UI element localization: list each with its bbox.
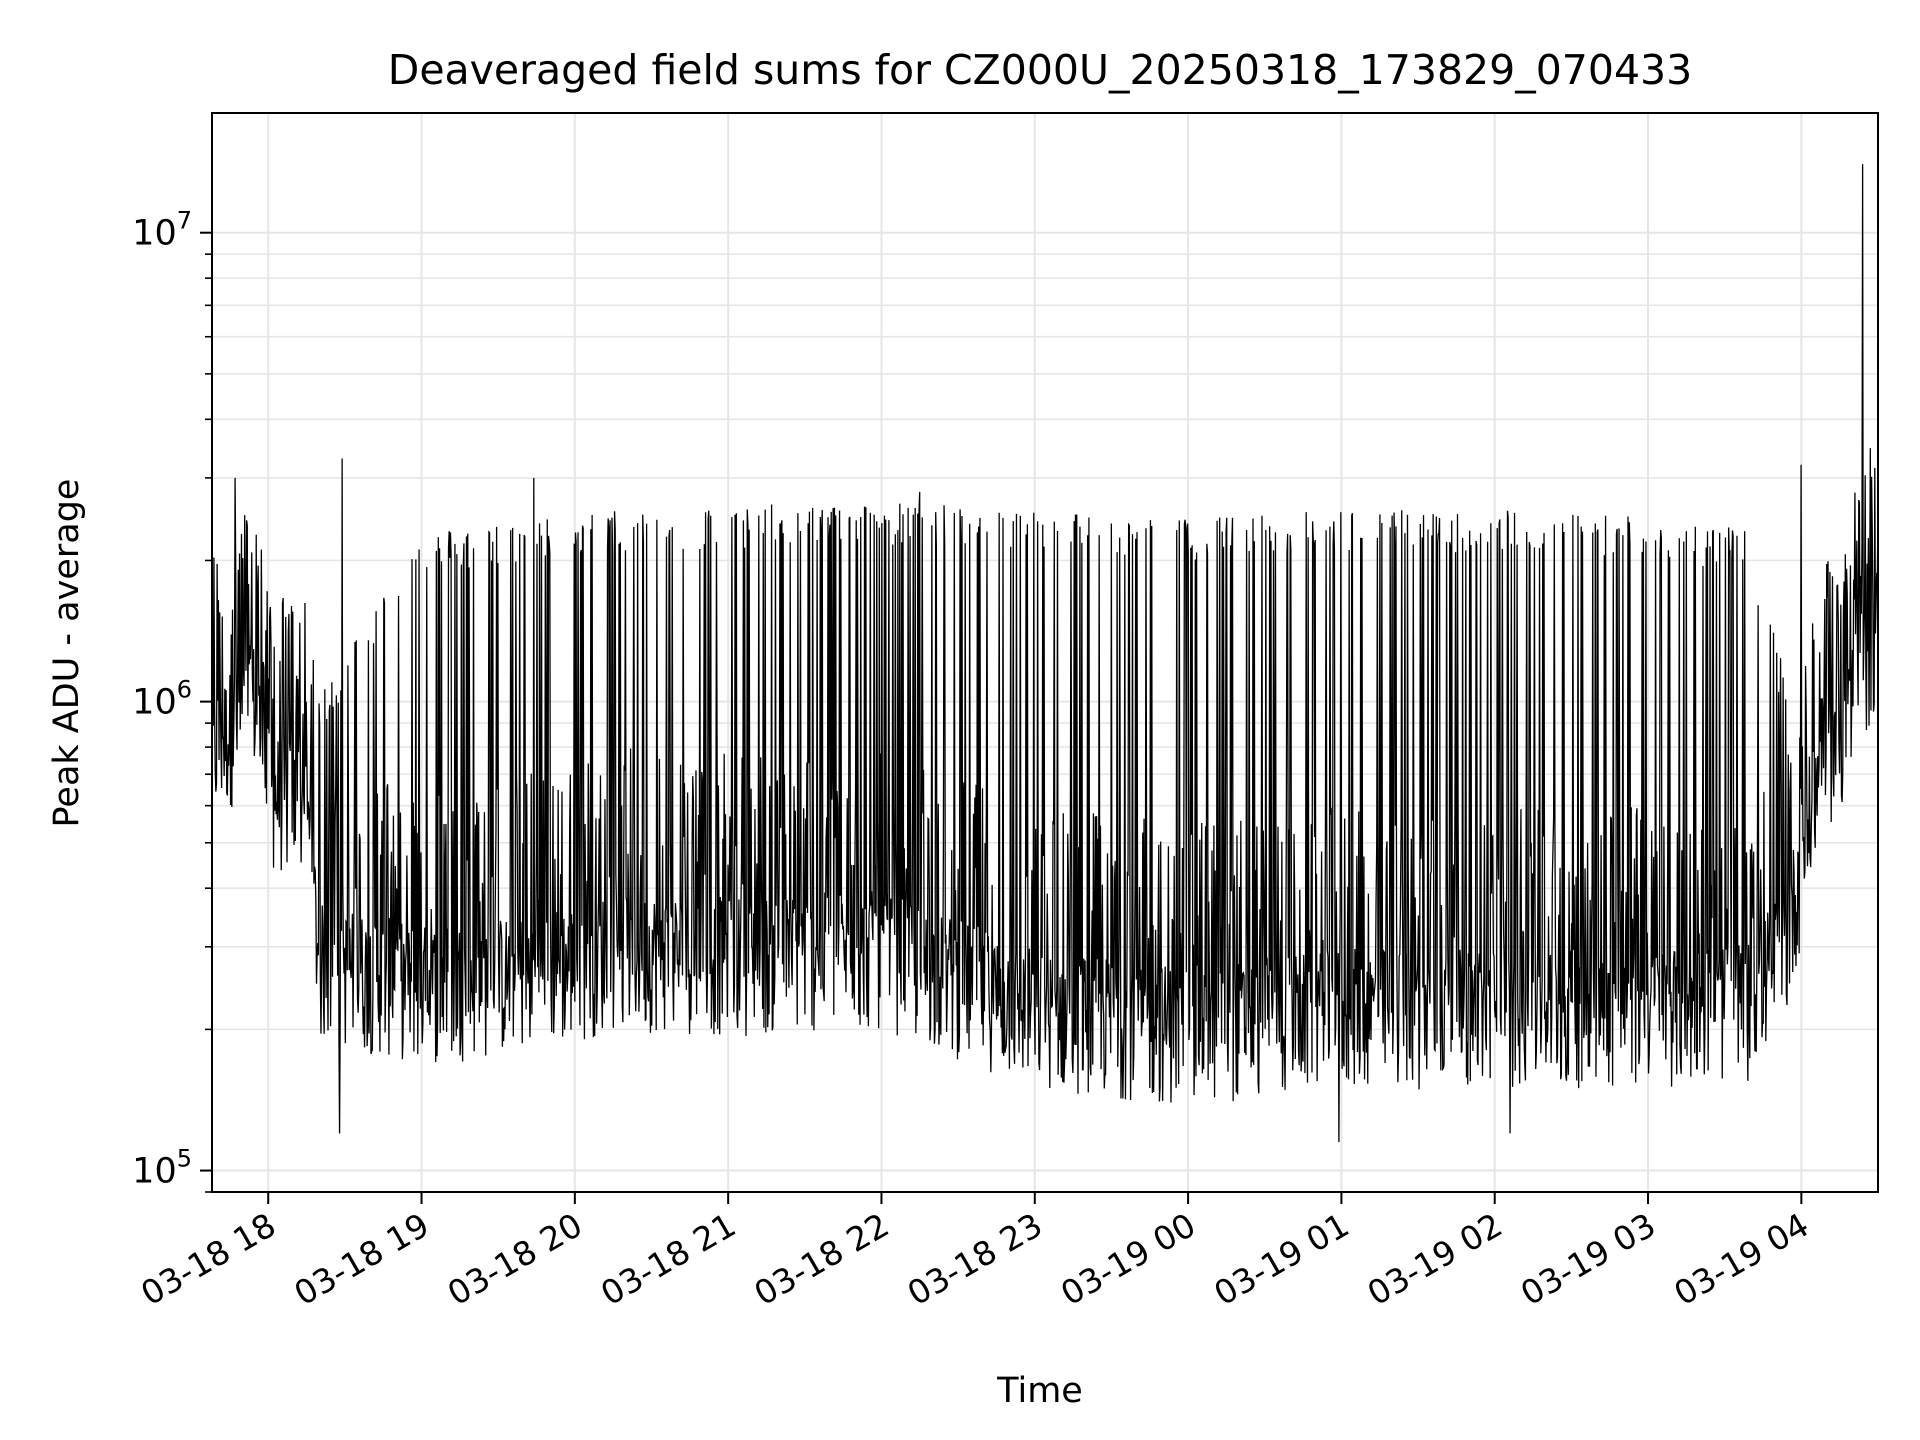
- plot-frame: [211, 112, 1879, 1193]
- y-axis-label: Peak ADU - average: [47, 479, 87, 828]
- series-line: [211, 164, 1879, 1143]
- y-tick-label: 106: [132, 676, 192, 723]
- y-tick-label: 105: [132, 1145, 192, 1192]
- x-axis-label: Time: [996, 1371, 1083, 1411]
- series-layer: [211, 164, 1879, 1143]
- y-tick-label: 107: [132, 207, 192, 254]
- chart-title: Deaveraged field sums for CZ000U_2025031…: [388, 46, 1692, 94]
